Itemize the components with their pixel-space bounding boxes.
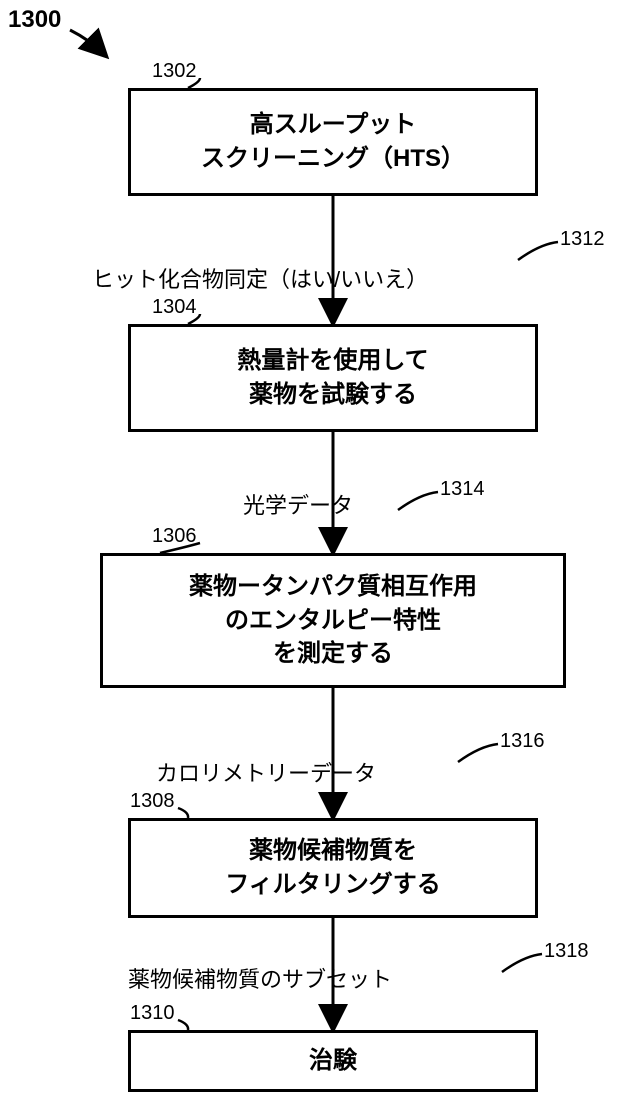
node-label-line: 薬物を試験する (249, 378, 417, 412)
node-label-line: のエンタルピー特性 (225, 604, 441, 638)
edge-label: ヒット化合物同定（はい/いいえ） (92, 262, 428, 294)
flowchart-node: 薬物候補物質をフィルタリングする (128, 818, 538, 918)
figure-ref-main-text: 1300 (8, 6, 61, 33)
node-label-line: を測定する (273, 637, 393, 671)
flowchart-node: 高スループットスクリーニング（HTS） (128, 88, 538, 196)
node-ref-label: 1302 (152, 60, 197, 83)
edge-label: 薬物候補物質のサブセット (128, 962, 392, 994)
node-ref-label: 1310 (130, 1002, 175, 1025)
node-label-line: スクリーニング（HTS） (201, 142, 465, 176)
edge-ref-label: 1316 (500, 730, 545, 753)
edge-ref-label: 1318 (544, 940, 589, 963)
flowchart-node: 治験 (128, 1030, 538, 1092)
node-label-line: フィルタリングする (225, 868, 441, 902)
flowchart-node: 熱量計を使用して薬物を試験する (128, 324, 538, 432)
node-label-line: 治験 (309, 1044, 357, 1078)
edge-ref-label: 1312 (560, 228, 605, 251)
edge-label: カロリメトリーデータ (156, 756, 376, 788)
node-label-line: 熱量計を使用して (237, 344, 428, 378)
node-label-line: 高スループット (250, 108, 417, 142)
node-ref-label: 1304 (152, 296, 197, 319)
edge-ref-label: 1314 (440, 478, 485, 501)
edge-label: 光学データ (243, 488, 353, 520)
figure-ref-main: 1300 (8, 6, 61, 34)
node-label-line: 薬物ータンパク質相互作用 (189, 570, 477, 604)
node-ref-label: 1306 (152, 525, 197, 548)
node-label-line: 薬物候補物質を (249, 834, 417, 868)
node-ref-label: 1308 (130, 790, 175, 813)
flowchart-node: 薬物ータンパク質相互作用のエンタルピー特性を測定する (100, 553, 566, 688)
